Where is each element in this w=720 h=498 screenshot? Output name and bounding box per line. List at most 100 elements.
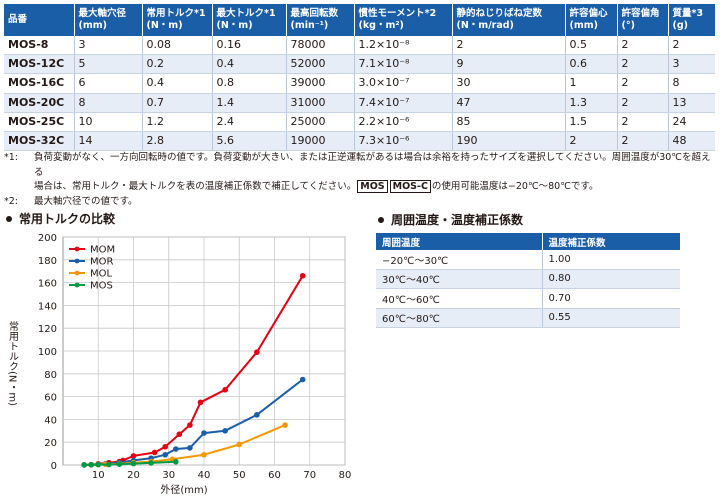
model-cell: MOS-16C [4, 73, 74, 94]
temp-row: −20℃〜30℃ 1.00 [376, 250, 680, 270]
x-axis-label: 外径(mm) [160, 483, 207, 496]
spec-cell: 190 [451, 131, 565, 152]
x-tick-label: 60 [268, 470, 281, 481]
spec-cell: 25000 [285, 112, 354, 132]
spec-cell: 2.4 [211, 112, 286, 132]
torque-chart: 0 20 40 60 80 100 120 140 160 180 200 10 20 30 40 50 60 7… [7, 233, 352, 496]
data-point-mos [173, 459, 179, 465]
x-tick-label: 40 [198, 470, 211, 481]
col-header-inertia: 慣性モーメント*2 (kg・m²) [353, 4, 452, 36]
data-point-mom [254, 349, 260, 355]
col-header-rated-torque: 常用トルク*1 (N・m) [141, 4, 212, 36]
temp-factor-cell: 0.70 [541, 288, 680, 309]
spec-cell: 14 [73, 131, 142, 152]
y-tick-label: 200 [38, 233, 57, 244]
temp-table-title: 周囲温度・温度補正係数 [378, 211, 523, 228]
spec-cell: 30 [451, 73, 565, 94]
data-point-mor [299, 376, 306, 383]
spec-cell: 10 [73, 112, 142, 132]
spec-cell: 2.8 [141, 131, 212, 152]
spec-cell: 3.0×10⁻⁷ [353, 73, 452, 94]
temp-range-cell: 60℃〜80℃ [376, 308, 542, 328]
model-cell: MOS-8 [4, 36, 74, 56]
chart-axes: 0 20 40 60 80 100 120 140 160 180 200 10 20 30 40 50 60 7… [7, 233, 352, 496]
data-point-mol [201, 451, 207, 458]
spec-cell: 2 [616, 112, 668, 132]
spec-cell: 2 [564, 131, 617, 152]
data-point-mor [162, 451, 169, 458]
data-point-mos [95, 461, 102, 468]
model-cell: MOS-12C [4, 54, 74, 75]
spec-cell: 2 [616, 54, 668, 75]
x-tick-label: 70 [303, 470, 316, 481]
spec-cell: 1.2 [141, 112, 212, 132]
footnote-2-text: 最大軸穴径での値です。 [34, 195, 138, 207]
legend-marker-mos [74, 282, 80, 288]
tag-mos: MOS [357, 180, 388, 193]
data-point-mom [162, 443, 169, 450]
spec-cell: 0.6 [564, 54, 617, 75]
footnote-1: *1: 負荷変動がなく、一方向回転時の値です。負荷変動が大きい、または正逆運転が… [4, 151, 716, 195]
spec-cell: 7.1×10⁻⁸ [353, 54, 452, 75]
y-axis-label: 常用トルク(N・m) [7, 320, 19, 406]
y-tick-label: 140 [38, 301, 57, 312]
data-point-mos [88, 461, 94, 468]
x-tick-label: 80 [339, 470, 352, 481]
temp-range-cell: 40℃〜60℃ [376, 288, 542, 309]
spec-cell: 2 [667, 36, 715, 56]
spec-cell: 19000 [285, 131, 354, 152]
spec-cell: 6 [73, 73, 142, 94]
spec-cell: 0.7 [141, 93, 212, 113]
x-tick-label: 20 [127, 470, 140, 481]
temp-col-header-range: 周囲温度 [376, 233, 542, 250]
footnotes: *1: 負荷変動がなく、一方向回転時の値です。負荷変動が大きい、または正逆運転が… [4, 151, 716, 209]
data-point-mom [151, 449, 158, 456]
data-point-mom [130, 453, 137, 459]
temp-range-cell: −20℃〜30℃ [376, 250, 542, 270]
data-point-mor [201, 430, 207, 436]
y-tick-label: 100 [38, 347, 57, 358]
chart-series [81, 272, 306, 468]
col-header-stiffness: 静的ねじりばね定数 (N・m/rad) [451, 4, 565, 36]
spec-cell: 39000 [285, 73, 354, 94]
spec-row: MOS-25C 10 1.2 2.4 25000 2.2×10⁻⁶ 85 1.5 2 24 [4, 112, 715, 132]
data-point-mos [116, 461, 123, 468]
temp-row: 60℃〜80℃ 0.55 [376, 308, 680, 328]
y-tick-label: 80 [44, 370, 57, 381]
spec-cell: 1.2×10⁻⁸ [353, 36, 452, 56]
legend-label-mos: MOS [90, 281, 113, 292]
model-cell: MOS-25C [4, 112, 74, 132]
spec-cell: 5.6 [211, 131, 286, 152]
x-tick-label: 50 [233, 470, 246, 481]
spec-row: MOS-32C 14 2.8 5.6 19000 7.3×10⁻⁶ 190 2 2 48 [4, 131, 715, 152]
footnote-2: *2: 最大軸穴径での値です。 [4, 195, 716, 210]
legend-label-mor: MOR [90, 257, 113, 268]
spec-cell: 0.8 [211, 73, 286, 94]
spec-cell: 2 [616, 93, 668, 113]
spec-cell: 1.3 [564, 93, 617, 113]
col-header-model: 品番 [4, 4, 74, 36]
temp-row: 30℃〜40℃ 0.80 [376, 269, 680, 289]
spec-cell: 2 [616, 131, 668, 152]
spec-cell: 2.2×10⁻⁶ [353, 112, 452, 132]
y-tick-label: 40 [44, 415, 57, 426]
footnote-1-text: 負荷変動がなく、一方向回転時の値です。負荷変動が大きい、または正逆運転があるは場… [34, 152, 711, 193]
temp-factor-cell: 0.55 [541, 308, 680, 328]
chart-grid [62, 236, 346, 466]
temp-header-row: 周囲温度 温度補正係数 [376, 233, 680, 250]
y-tick-label: 180 [38, 256, 57, 267]
spec-row: MOS-8 3 0.08 0.16 78000 1.2×10⁻⁸ 2 0.5 2 2 [4, 36, 715, 56]
col-header-max-bore: 最大軸穴径 (mm) [73, 4, 142, 36]
spec-cell: 1.5 [564, 112, 617, 132]
data-point-mom [299, 272, 306, 279]
spec-cell: 0.16 [211, 36, 286, 56]
spec-cell: 7.3×10⁻⁶ [353, 131, 452, 152]
x-tick-label: 30 [162, 470, 175, 481]
data-point-mos [130, 460, 137, 467]
temp-factor-cell: 1.00 [541, 250, 680, 270]
data-point-mos [81, 462, 87, 468]
data-point-mor [173, 446, 179, 452]
y-tick-label: 160 [38, 279, 57, 290]
spec-cell: 0.4 [141, 73, 212, 94]
